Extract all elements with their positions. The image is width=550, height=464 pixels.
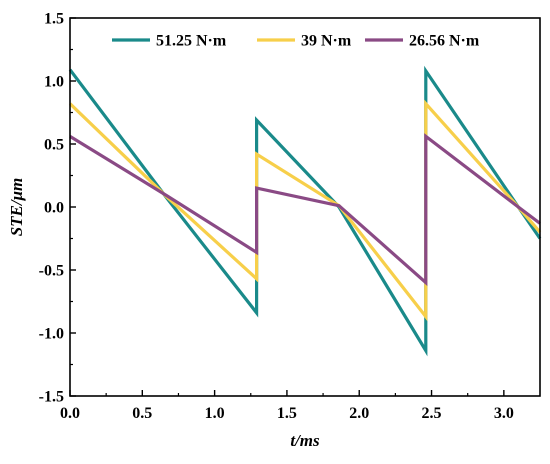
axis-labels: t/ms STE/μm [7, 178, 320, 450]
series-line-3 [69, 133, 541, 287]
x-tick-label: 2.0 [349, 405, 369, 422]
y-tick-label: 0.5 [44, 137, 64, 154]
series-line-1 [68, 65, 542, 357]
x-tick-label: 0.0 [60, 405, 80, 422]
y-tick-label: 0.0 [44, 200, 64, 217]
x-tick-label: 1.5 [277, 405, 297, 422]
legend-label-3: 26.56 N·m [409, 33, 480, 50]
x-tick-label: 0.5 [132, 405, 152, 422]
y-tick-label: 1.5 [44, 11, 64, 28]
legend-label-2: 39 N·m [301, 33, 352, 50]
axes: 0.0 0.5 1.0 1.5 2.0 2.5 3.0 -1.5 -1.0 -0.5 0.0 0.5 1… [39, 11, 541, 422]
plot-area [68, 65, 542, 357]
x-tick-label: 2.5 [422, 405, 442, 422]
legend: 51.25 N·m 39 N·m 26.56 N·m [112, 33, 480, 50]
x-tick-label: 1.0 [205, 405, 225, 422]
x-tick-label: 3.0 [494, 405, 514, 422]
y-tick-label: 1.0 [44, 74, 64, 91]
y-tick-label: -0.5 [39, 263, 64, 280]
y-axis-label: STE/μm [7, 178, 26, 237]
y-tick-label: -1.5 [39, 389, 64, 406]
y-tick-label: -1.0 [39, 326, 64, 343]
plot-frame [69, 17, 541, 397]
x-axis-label: t/ms [290, 431, 320, 450]
legend-label-1: 51.25 N·m [156, 33, 227, 50]
